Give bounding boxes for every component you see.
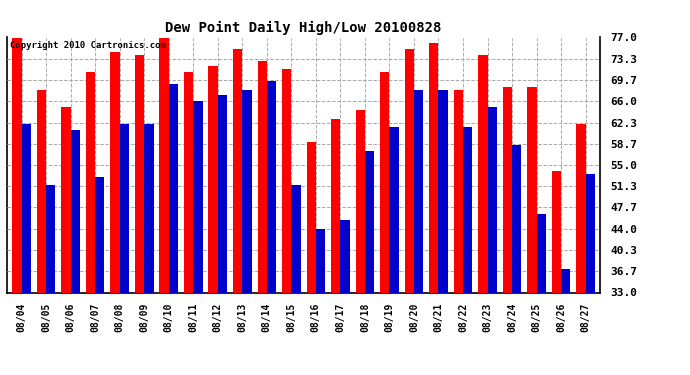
Text: Copyright 2010 Cartronics.com: Copyright 2010 Cartronics.com [10,41,166,50]
Bar [95,177,104,292]
Bar [233,49,242,292]
Bar [159,38,169,292]
Bar [316,229,325,292]
Bar [86,72,95,292]
Bar [537,214,546,292]
Bar [380,72,389,292]
Bar [365,150,374,292]
Bar [414,90,423,292]
Bar [119,124,129,292]
Bar [291,185,301,292]
Bar [169,84,178,292]
Bar [12,38,21,292]
Bar [257,61,267,292]
Bar [503,87,512,292]
Bar [193,101,203,292]
Bar [184,72,193,292]
Bar [552,171,561,292]
Bar [331,118,340,292]
Bar [404,49,414,292]
Bar [135,55,144,292]
Bar [512,145,522,292]
Bar [242,90,252,292]
Bar [218,96,227,292]
Bar [144,124,154,292]
Bar [488,107,497,292]
Bar [438,90,448,292]
Bar [340,220,350,292]
Bar [355,110,365,292]
Bar [453,90,463,292]
Bar [61,107,70,292]
Bar [576,124,586,292]
Bar [282,69,291,292]
Bar [478,55,488,292]
Bar [267,81,276,292]
Bar [37,90,46,292]
Bar [389,128,399,292]
Bar [586,174,595,292]
Bar [463,128,472,292]
Bar [21,124,31,292]
Bar [527,87,537,292]
Bar [429,43,438,292]
Title: Dew Point Daily High/Low 20100828: Dew Point Daily High/Low 20100828 [166,21,442,35]
Bar [110,52,119,292]
Bar [46,185,55,292]
Bar [70,130,80,292]
Bar [561,269,571,292]
Bar [306,142,316,292]
Bar [208,66,218,292]
